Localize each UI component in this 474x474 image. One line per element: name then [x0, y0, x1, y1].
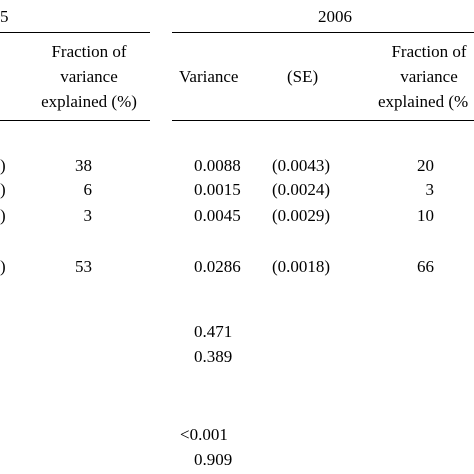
left-fraction-header-line2: variance: [60, 67, 118, 86]
row-4-se: (0.0018): [272, 257, 331, 276]
row-1-variance: 0.0088: [194, 156, 241, 175]
se-header: (SE): [287, 67, 319, 86]
row-1-left-fraction: 38: [75, 156, 92, 175]
rule-header-left: [0, 120, 150, 121]
row-4-left-paren: ): [0, 257, 6, 276]
extra-value-4: 0.909: [194, 450, 233, 469]
row-3-se: (0.0029): [272, 206, 331, 225]
right-fraction-header-line2: variance: [400, 67, 458, 86]
year-2005-partial: 5: [0, 7, 9, 26]
row-3-right-fraction: 10: [417, 206, 434, 225]
right-fraction-header-line3: explained (%: [378, 92, 469, 111]
row-2-variance: 0.0015: [194, 180, 241, 199]
row-2-left-fraction: 6: [83, 180, 93, 199]
row-2-right-fraction: 3: [425, 180, 435, 199]
right-fraction-header-line1: Fraction of: [391, 42, 467, 61]
row-3-variance: 0.0045: [194, 206, 241, 225]
left-fraction-header-line1: Fraction of: [51, 42, 127, 61]
variance-header: Variance: [179, 67, 239, 86]
row-3-left-fraction: 3: [83, 206, 93, 225]
row-3-left-paren: ): [0, 206, 6, 225]
row-1-right-fraction: 20: [417, 156, 434, 175]
rule-2006: [172, 32, 474, 33]
left-fraction-header-line3: explained (%): [41, 92, 137, 111]
year-2006: 2006: [318, 7, 352, 26]
extra-value-2: 0.389: [194, 347, 233, 366]
row-4-right-fraction: 66: [417, 257, 434, 276]
extra-value-3: <0.001: [180, 425, 228, 444]
row-4-variance: 0.0286: [194, 257, 241, 276]
rule-header-right: [172, 120, 474, 121]
row-2-se: (0.0024): [272, 180, 331, 199]
row-1-se: (0.0043): [272, 156, 331, 175]
row-4-left-fraction: 53: [75, 257, 92, 276]
row-1-left-paren: ): [0, 156, 6, 175]
row-2-left-paren: ): [0, 180, 6, 199]
extra-value-1: 0.471: [194, 322, 233, 341]
rule-2005: [0, 32, 150, 33]
